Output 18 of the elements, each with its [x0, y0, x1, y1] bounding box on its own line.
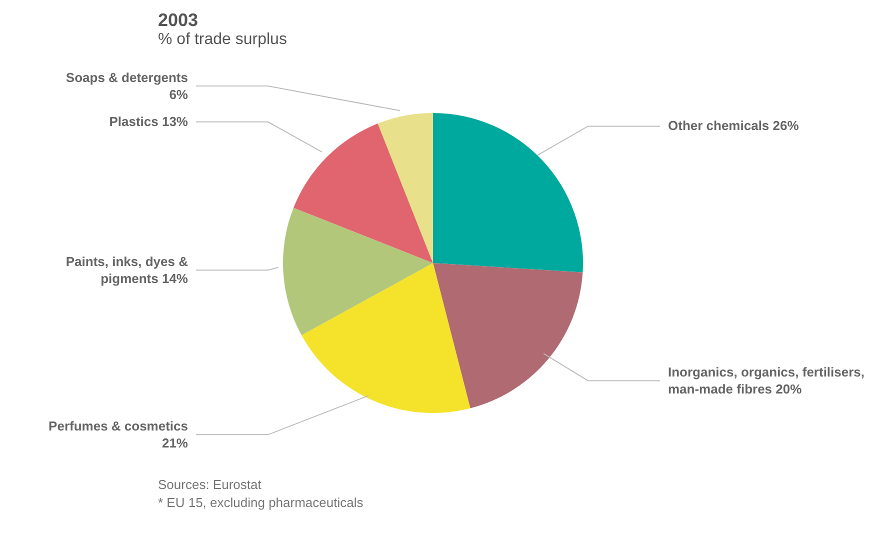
slice-label: Inorganics, organics, fertilisers, man-made fibres 20%: [668, 364, 865, 397]
slice-label: Other chemicals 26%: [668, 118, 800, 134]
data-label: 21%: [162, 436, 188, 451]
slice-label: Perfumes & cosmetics: [48, 418, 188, 434]
text: * EU 15, excluding pharmaceuticals: [158, 494, 364, 512]
slice-label: Soaps & detergents: [66, 70, 188, 85]
source-note: Sources: Eurostat: [158, 476, 262, 494]
data-label: 6%: [169, 87, 188, 102]
pie-slice: [378, 113, 433, 263]
pie-slice: [302, 263, 470, 413]
pie-slice: [283, 208, 433, 336]
slice-label: Plastics 13%: [109, 114, 188, 129]
pie-slice: [433, 113, 583, 272]
chart-subtitle: % of trade surplus: [158, 31, 287, 49]
pie-slice: [294, 124, 433, 263]
pie-slice: [433, 263, 583, 408]
chart-title: 2003: [158, 10, 200, 31]
slice-label: Paints, inks, dyes & pigments 14%: [66, 254, 188, 286]
